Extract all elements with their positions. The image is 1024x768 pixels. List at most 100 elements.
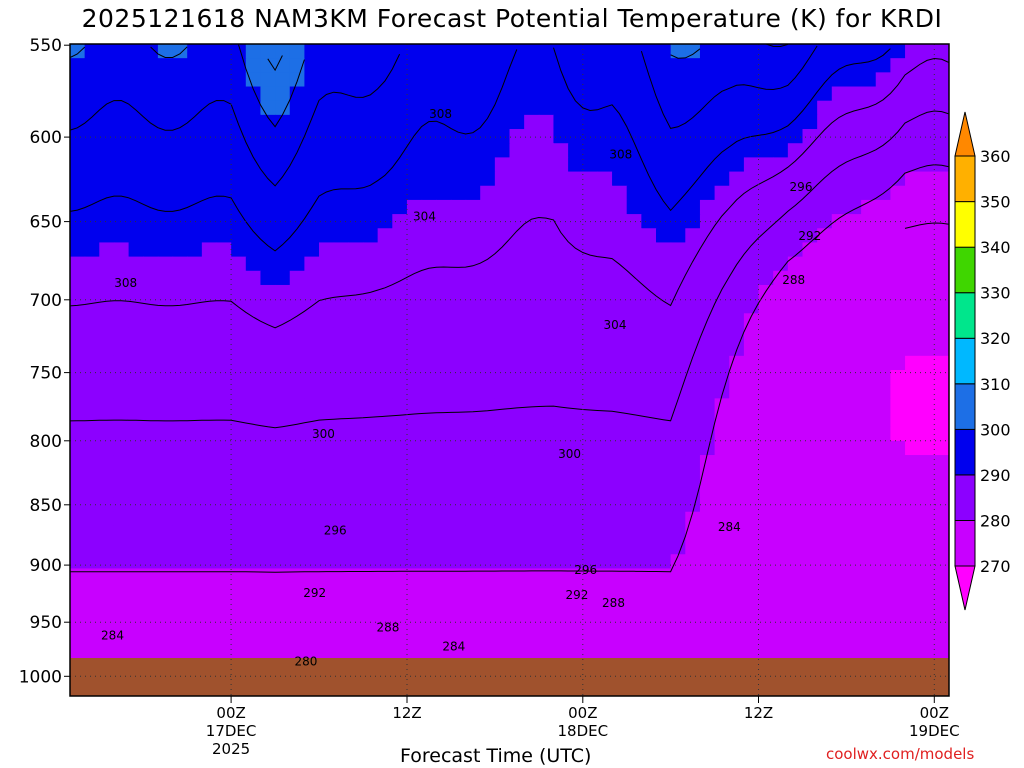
theta-cell [729, 596, 745, 612]
theta-cell [509, 256, 525, 272]
theta-cell [568, 568, 584, 584]
theta-cell [743, 327, 760, 343]
theta-cell [743, 639, 760, 655]
theta-cell [934, 511, 949, 527]
theta-cell [802, 412, 818, 428]
theta-cell [582, 384, 598, 399]
theta-cell [113, 426, 130, 442]
theta-cell [861, 497, 877, 513]
theta-cell [582, 540, 598, 555]
theta-cell [406, 370, 423, 385]
theta-cell [699, 157, 716, 173]
theta-cell [905, 228, 921, 244]
theta-cell [187, 483, 203, 499]
theta-cell [597, 355, 613, 371]
theta-cell [612, 412, 628, 428]
theta-cell [187, 426, 203, 442]
theta-cell [480, 327, 496, 343]
theta-cell [480, 412, 496, 428]
theta-cell [216, 426, 232, 442]
theta-cell [392, 412, 408, 428]
theta-cell [260, 129, 276, 144]
theta-cell [934, 341, 949, 357]
theta-cell [333, 426, 349, 442]
theta-cell [729, 639, 745, 655]
theta-cell [553, 625, 569, 640]
theta-cell [392, 214, 408, 229]
y-tick-label: 800 [30, 432, 62, 452]
theta-cell [524, 455, 540, 470]
theta-cell [450, 58, 467, 73]
theta-cell [450, 554, 467, 570]
theta-cell [245, 284, 262, 300]
theta-cell [465, 370, 481, 385]
theta-cell [934, 143, 949, 158]
theta-cell [699, 143, 716, 158]
theta-cell [729, 171, 745, 187]
theta-cell [392, 284, 408, 300]
theta-cell [568, 355, 584, 371]
theta-cell [524, 412, 540, 428]
theta-cell [714, 469, 730, 484]
theta-cell [773, 86, 789, 102]
y-tick-label: 900 [30, 556, 62, 576]
theta-cell [553, 242, 569, 258]
theta-cell [553, 639, 569, 655]
theta-cell [319, 370, 335, 385]
theta-cell [333, 511, 349, 527]
theta-cell [641, 284, 657, 300]
theta-cell [216, 100, 232, 116]
theta-cell [201, 540, 218, 555]
theta-cell [699, 455, 716, 470]
theta-cell [861, 270, 877, 286]
theta-cell [157, 327, 174, 343]
theta-cell [128, 554, 144, 570]
theta-cell [817, 625, 833, 640]
theta-cell [758, 639, 774, 655]
theta-cell [758, 58, 774, 73]
theta-cell [245, 228, 262, 244]
theta-cell [289, 228, 305, 244]
contour-label: 308 [609, 148, 632, 162]
theta-cell [113, 143, 130, 158]
theta-cell [99, 455, 115, 470]
colorbar-swatch [954, 292, 976, 339]
theta-cell [143, 483, 159, 499]
theta-cell [817, 44, 833, 59]
theta-cell [597, 469, 613, 484]
theta-cell [99, 426, 115, 442]
theta-cell [465, 525, 481, 541]
theta-cell [714, 171, 730, 187]
theta-cell [846, 114, 862, 130]
theta-cell [831, 568, 848, 584]
theta-cell [846, 554, 862, 570]
theta-cell [802, 625, 818, 640]
x-axis-title: Forecast Time (UTC) [400, 745, 592, 767]
theta-cell [582, 525, 598, 541]
theta-cell [743, 511, 760, 527]
theta-cell [465, 440, 481, 456]
theta-cell [348, 228, 364, 244]
theta-cell [84, 100, 100, 116]
theta-cell [275, 327, 291, 343]
theta-cell [333, 497, 349, 513]
theta-cell [348, 398, 364, 414]
theta-cell [231, 610, 247, 626]
theta-cell [787, 143, 804, 158]
theta-cell [494, 242, 511, 258]
theta-cell [450, 384, 467, 399]
theta-cell [157, 455, 174, 470]
theta-cell [934, 242, 949, 258]
theta-cell [275, 100, 291, 116]
theta-cell [699, 497, 716, 513]
theta-cell [275, 256, 291, 272]
theta-cell [568, 469, 584, 484]
theta-cell [612, 44, 628, 59]
theta-cell [934, 171, 949, 187]
theta-cell [817, 299, 833, 314]
theta-cell [494, 100, 511, 116]
theta-cell [831, 299, 848, 314]
theta-cell [201, 185, 218, 201]
theta-cell [758, 582, 774, 598]
theta-cell [99, 398, 115, 414]
